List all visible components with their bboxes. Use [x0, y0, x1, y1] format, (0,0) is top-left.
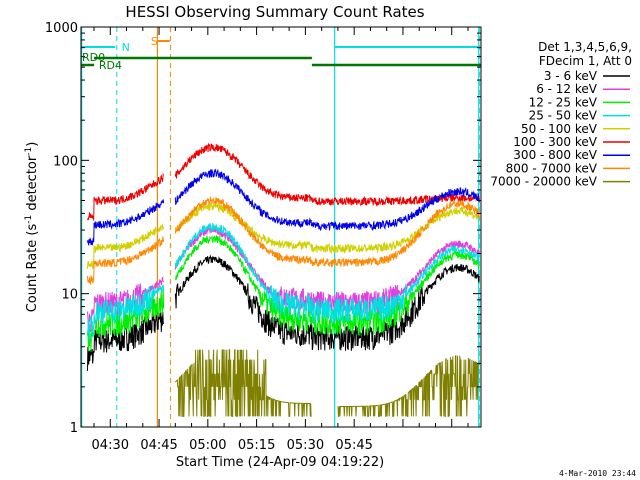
legend-entry-label: 12 - 25 keV	[529, 95, 598, 109]
chart-title: HESSI Observing Summary Count Rates	[125, 3, 424, 21]
series-line-7	[87, 195, 480, 286]
x-tick-label: 05:00	[189, 438, 226, 453]
legend-entry-label: 25 - 50 keV	[529, 109, 598, 123]
x-axis-ticks: 04:30 04:45 05:00 05:15 05:30 05:45	[92, 27, 469, 453]
x-tick-label: 04:30	[92, 438, 129, 453]
x-axis-label: Start Time (24-Apr-09 04:19:22)	[176, 455, 384, 470]
rd4-label: RD4	[99, 59, 122, 72]
y-tick-label: 10	[61, 288, 78, 303]
series-line-3	[87, 222, 480, 341]
legend-entry-label: 800 - 7000 keV	[506, 161, 598, 175]
series-line-5	[87, 142, 480, 221]
series-line-4	[87, 201, 480, 270]
rd0-label: RD0	[82, 51, 105, 64]
y-tick-label: 100	[53, 154, 78, 169]
legend-entry-label: 6 - 12 keV	[536, 82, 598, 96]
y-axis-label: Count Rate (s-1 detector-1)	[24, 142, 40, 313]
legend-entry-label: 7000 - 20000 keV	[490, 175, 597, 189]
legend-entry-label: 100 - 300 keV	[513, 135, 597, 149]
series-layer	[87, 142, 480, 417]
legend: Det 1,3,4,5,6,9, FDecim 1, Att 0 3 - 6 k…	[490, 40, 632, 189]
x-tick-label: 05:15	[238, 438, 275, 453]
y-tick-label: 1000	[45, 21, 78, 36]
x-tick-label: 05:45	[335, 438, 372, 453]
y-axis-ticks: 1 10 100 1000	[45, 21, 481, 436]
series-line-6	[87, 168, 480, 246]
plot-frame	[80, 26, 482, 428]
night-label: N	[122, 41, 130, 54]
y-tick-label: 1	[70, 421, 78, 436]
series-line-8	[174, 349, 480, 417]
x-tick-label: 04:45	[140, 438, 177, 453]
legend-header-line-2: FDecim 1, Att 0	[539, 54, 632, 68]
timestamp: 4-Mar-2010 23:44	[559, 469, 636, 478]
legend-entry-label: 3 - 6 keV	[544, 69, 598, 83]
saa-label: S	[151, 35, 158, 48]
x-tick-label: 05:30	[287, 438, 324, 453]
series-line-2	[87, 234, 480, 352]
legend-header-line-1: Det 1,3,4,5,6,9,	[538, 40, 632, 54]
legend-entry-label: 50 - 100 keV	[521, 122, 598, 136]
legend-entry-label: 300 - 800 keV	[513, 148, 597, 162]
